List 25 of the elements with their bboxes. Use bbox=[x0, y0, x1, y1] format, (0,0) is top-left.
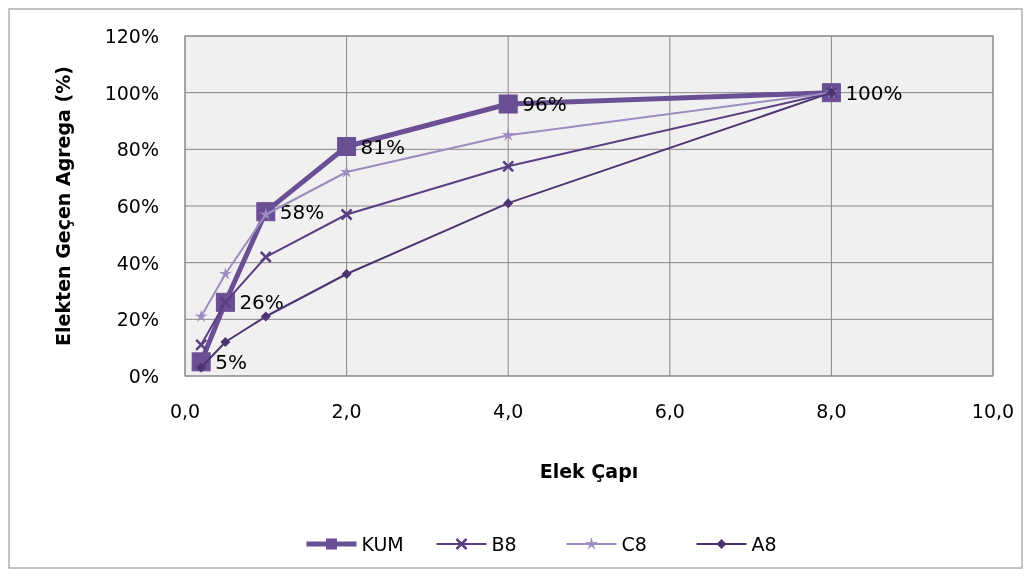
data-label: 26% bbox=[239, 290, 284, 315]
x-tick-label: 10,0 bbox=[971, 400, 1015, 422]
data-label: 96% bbox=[522, 92, 567, 116]
x-tick-label: 2,0 bbox=[331, 400, 362, 422]
y-tick-label: 120% bbox=[104, 25, 159, 47]
y-tick-label: 0% bbox=[128, 365, 159, 387]
y-tick-label: 40% bbox=[116, 251, 159, 274]
y-tick-label: 80% bbox=[116, 138, 159, 161]
x-tick-label: 8,0 bbox=[816, 400, 847, 422]
y-tick-label: 100% bbox=[104, 81, 159, 104]
data-label: 100% bbox=[845, 80, 903, 105]
legend-label: KUM bbox=[361, 533, 404, 555]
legend-label: A8 bbox=[751, 533, 777, 555]
x-axis-title: Elek Çapı bbox=[539, 460, 639, 482]
x-tick-label: 6,0 bbox=[654, 400, 685, 422]
y-tick-label: 20% bbox=[116, 308, 159, 331]
x-tick-label: 0,0 bbox=[169, 400, 201, 422]
data-label: 58% bbox=[279, 199, 325, 224]
data-label: 81% bbox=[360, 134, 406, 159]
x-tick-label: 4,0 bbox=[493, 400, 524, 422]
data-label: 5% bbox=[215, 349, 247, 374]
y-tick-label: 60% bbox=[116, 195, 159, 217]
legend-label: C8 bbox=[621, 533, 647, 555]
y-axis-title: Elekten Geçen Agrega (%) bbox=[52, 66, 74, 346]
legend-label: B8 bbox=[491, 533, 517, 555]
